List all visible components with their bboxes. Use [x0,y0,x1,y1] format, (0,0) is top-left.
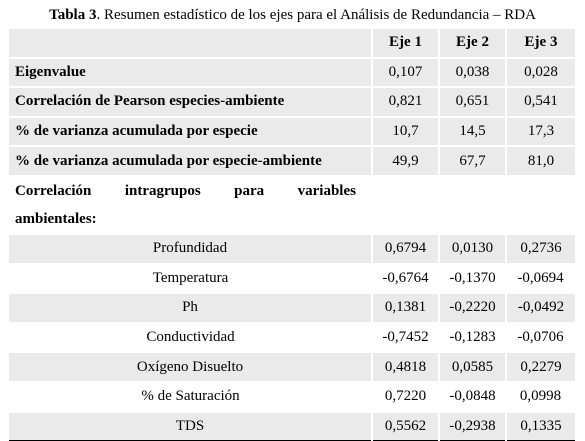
caption-text: . Resumen estadístico de los ejes para e… [96,7,536,23]
table-row: Conductividad -0,7452 -0,1283 -0,0706 [9,321,575,353]
header-row: Eje 1 Eje 2 Eje 3 [9,29,575,58]
variable-label: Conductividad [9,321,372,353]
row-label: % de varianza acumulada por especie-ambi… [9,145,372,176]
header-cell-eje-1: Eje 1 [371,29,439,58]
table-caption: Tabla 3. Resumen estadístico de los ejes… [0,6,585,24]
table-row: Oxígeno Disuelto 0,4818 0,0585 0,2279 [9,351,575,382]
cell-value: 17,3 [505,115,575,147]
intra-heading-row: Correlación intragrupos para variables a… [9,174,575,234]
table-row: % de varianza acumulada por especie 10,7… [9,115,575,147]
cell-value: 0,651 [438,86,506,117]
variable-label: Oxígeno Disuelto [9,351,372,382]
table-row: Ph 0,1381 -0,2220 -0,0492 [9,292,575,323]
intra-word: para [234,182,265,199]
intra-heading: Correlación intragrupos para variables a… [9,174,372,234]
intra-word: Correlación [15,182,92,199]
cell-value: 0,5562 [371,410,439,441]
table-row: Temperatura -0,6764 -0,1370 -0,0694 [9,262,575,294]
cell-value: -0,6764 [372,262,439,294]
empty-cell [439,174,506,234]
cell-value: 67,7 [438,145,506,176]
intra-line2: ambientales: [15,210,97,227]
cell-value: 0,107 [371,56,439,88]
table-row: TDS 0,5562 -0,2938 0,1335 [9,410,575,441]
cell-value: 0,821 [371,86,439,117]
cell-value: 0,6794 [371,232,439,264]
cell-value: -0,2220 [438,292,506,323]
cell-value: -0,2938 [438,410,506,441]
cell-value: 0,4818 [371,351,439,382]
cell-value: -0,1370 [439,262,506,294]
variable-label: Temperatura [9,262,372,294]
cell-value: 10,7 [371,115,439,147]
cell-value: -0,0706 [506,321,575,353]
variable-label: TDS [9,410,372,441]
variable-label: Profundidad [9,232,372,264]
cell-value: 0,541 [505,86,575,117]
cell-value: 0,1381 [371,292,439,323]
cell-value: -0,0694 [506,262,575,294]
intra-word: intragrupos [124,182,201,199]
table-row: Eigenvalue 0,107 0,038 0,028 [9,56,575,88]
header-cell-eje-2: Eje 2 [438,29,506,58]
caption-label: Tabla 3 [49,7,97,23]
cell-value: -0,0492 [505,292,575,323]
cell-value: -0,7452 [372,321,439,353]
cell-value: 0,0998 [506,380,575,412]
empty-cell [506,174,575,234]
cell-value: -0,1283 [439,321,506,353]
table-row: Profundidad 0,6794 0,0130 0,2736 [9,232,575,264]
header-cell-eje-3: Eje 3 [505,29,575,58]
rda-summary-table: Eje 1 Eje 2 Eje 3 Eigenvalue 0,107 0,038… [9,29,575,441]
cell-value: 0,1335 [505,410,575,441]
cell-value: 49,9 [371,145,439,176]
intra-word: variables [297,182,356,199]
cell-value: -0,0848 [439,380,506,412]
cell-value: 0,038 [438,56,506,88]
cell-value: 0,028 [505,56,575,88]
cell-value: 0,0130 [438,232,506,264]
cell-value: 14,5 [438,115,506,147]
cell-value: 81,0 [505,145,575,176]
cell-value: 0,2279 [505,351,575,382]
variable-label: % de Saturación [9,380,372,412]
header-cell-empty [9,29,372,58]
variable-label: Ph [9,292,372,323]
cell-value: 0,0585 [438,351,506,382]
row-label: Eigenvalue [9,56,372,88]
row-label: Correlación de Pearson especies-ambiente [9,86,372,117]
row-label: % de varianza acumulada por especie [9,115,372,147]
table-row: % de Saturación 0,7220 -0,0848 0,0998 [9,380,575,412]
cell-value: 0,7220 [372,380,439,412]
cell-value: 0,2736 [505,232,575,264]
empty-cell [372,174,439,234]
table-row: Correlación de Pearson especies-ambiente… [9,86,575,117]
table-row: % de varianza acumulada por especie-ambi… [9,145,575,176]
